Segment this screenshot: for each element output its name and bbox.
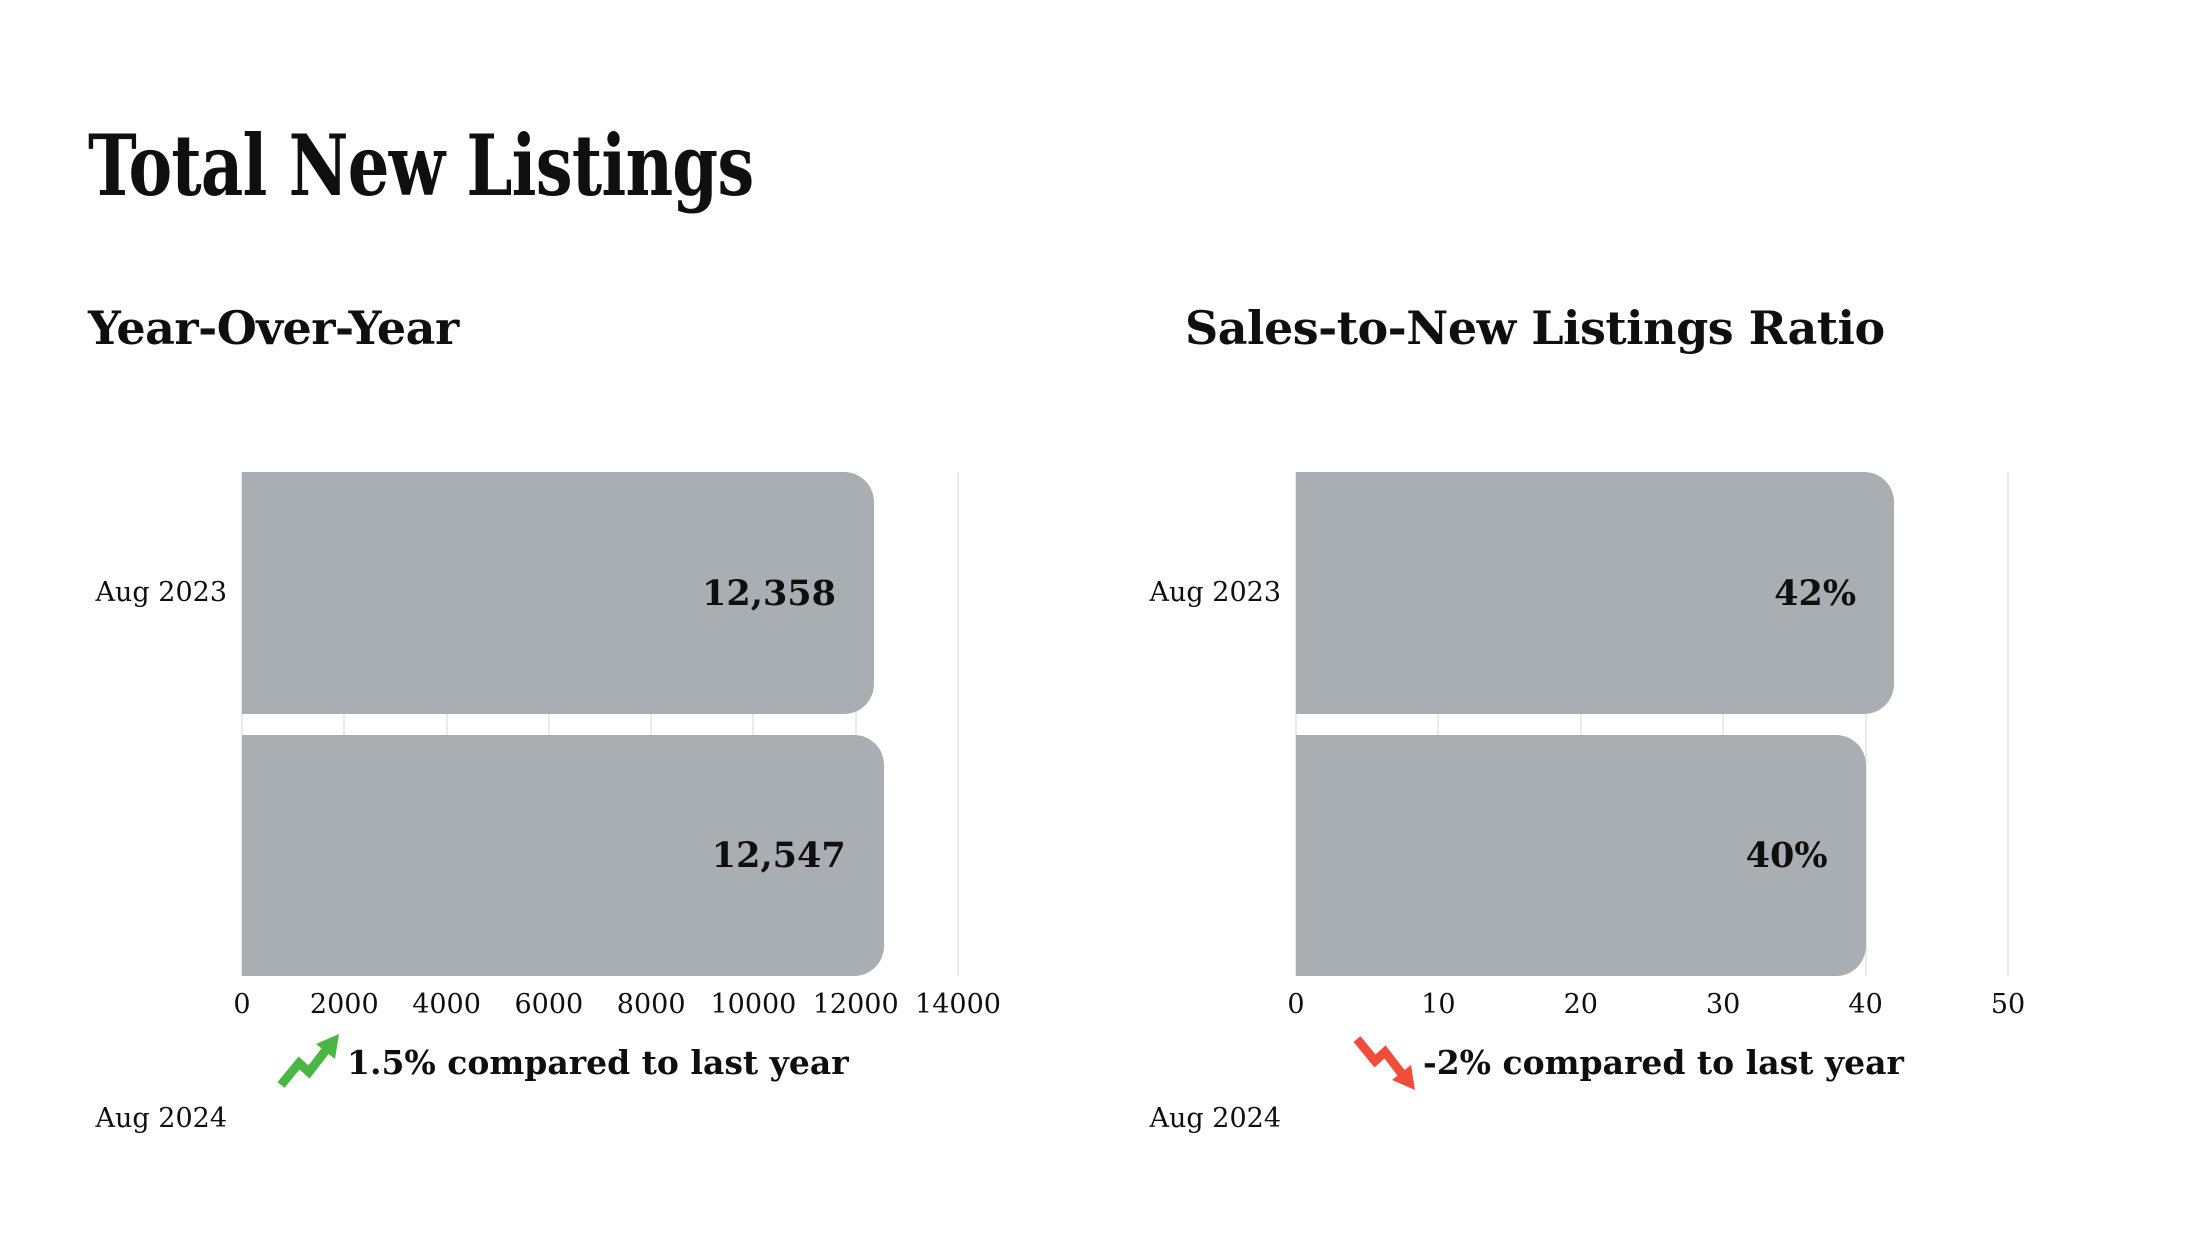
x-tick-label: 4000 bbox=[412, 989, 481, 1020]
bar-aug-2023: 42% bbox=[1296, 472, 1895, 714]
trend-up-icon bbox=[277, 1034, 339, 1088]
gridlines bbox=[241, 472, 959, 976]
bar-row: Aug 2024 12,547 bbox=[96, 735, 958, 1134]
trend-annotation-text: 1.5% compared to last year bbox=[347, 1042, 849, 1082]
gridline bbox=[1722, 472, 1725, 976]
category-label: Aug 2024 bbox=[1149, 1103, 1281, 1134]
gridline bbox=[1295, 472, 1297, 976]
x-tick-label: 2000 bbox=[309, 989, 379, 1020]
bar-row: Aug 2024 40% bbox=[1150, 735, 2008, 1134]
gridlines bbox=[1295, 472, 2009, 976]
bar-value-label: 42% bbox=[1774, 572, 1857, 614]
gridline bbox=[957, 472, 959, 976]
bar-aug-2024: 40% bbox=[1296, 735, 1866, 976]
x-tick-label: 14000 bbox=[915, 989, 1001, 1020]
trend-annotation: -2% compared to last year bbox=[1352, 1032, 1904, 1092]
x-tick-label: 40 bbox=[1848, 989, 1883, 1020]
gridline bbox=[1864, 472, 1867, 976]
gridline bbox=[547, 472, 550, 976]
bar-aug-2024: 12,547 bbox=[242, 735, 884, 976]
bar-row: Aug 2023 12,358 bbox=[96, 472, 958, 714]
chart-title: Sales-to-New Listings Ratio bbox=[1185, 301, 1885, 355]
page-title: Total New Listings bbox=[88, 116, 754, 216]
gridline bbox=[752, 472, 755, 976]
gridline bbox=[445, 472, 448, 976]
x-axis: 0 10 20 30 40 50 bbox=[1287, 976, 2025, 1020]
x-tick-label: 12000 bbox=[812, 989, 899, 1020]
trend-annotation-text: -2% compared to last year bbox=[1423, 1042, 1904, 1082]
plot-area: Aug 2023 12,358 Aug 2024 12,547 0 2000 400… bbox=[96, 472, 1001, 1134]
category-label: Aug 2023 bbox=[95, 577, 227, 608]
gridline bbox=[854, 472, 857, 976]
x-tick-label: 20 bbox=[1563, 989, 1598, 1020]
gridline bbox=[241, 472, 243, 976]
gridline bbox=[2007, 472, 2009, 976]
bar-value-label: 12,358 bbox=[702, 572, 837, 614]
category-label: Aug 2023 bbox=[1149, 577, 1281, 608]
gridline bbox=[1579, 472, 1582, 976]
x-tick-label: 8000 bbox=[616, 989, 686, 1020]
x-tick-label: 50 bbox=[1990, 989, 2026, 1020]
trend-down-icon bbox=[1353, 1036, 1415, 1090]
trend-annotation: 1.5% compared to last year bbox=[276, 1032, 849, 1092]
x-axis: 0 2000 4000 6000 8000 10000 12000 14000 bbox=[233, 976, 1001, 1020]
bar-value-label: 12,547 bbox=[711, 835, 846, 876]
bar-row: Aug 2023 42% bbox=[1150, 472, 2008, 714]
gridline bbox=[650, 472, 653, 976]
x-tick-label: 30 bbox=[1706, 989, 1741, 1020]
x-tick-label: 10 bbox=[1421, 989, 1456, 1020]
x-tick-label: 6000 bbox=[514, 989, 584, 1020]
category-label: Aug 2024 bbox=[95, 1103, 227, 1134]
gridline bbox=[343, 472, 346, 976]
bar-value-label: 40% bbox=[1745, 835, 1828, 876]
chart-year-over-year: Year-Over-Year Aug 2023 12,358 Aug 2024 … bbox=[88, 302, 1148, 1162]
x-tick-label: 0 bbox=[1287, 989, 1305, 1020]
plot-area: Aug 2023 42% Aug 2024 40% 0 10 20 30 40 50 bbox=[1150, 472, 2025, 1134]
chart-title: Year-Over-Year bbox=[88, 301, 459, 355]
chart-sales-to-new-listings-ratio: Sales-to-New Listings Ratio Aug 2023 42%… bbox=[1150, 301, 2200, 1162]
bar-aug-2023: 12,358 bbox=[242, 472, 875, 714]
x-tick-label: 10000 bbox=[710, 989, 797, 1020]
x-tick-label: 0 bbox=[233, 989, 251, 1020]
gridline bbox=[1437, 472, 1440, 976]
